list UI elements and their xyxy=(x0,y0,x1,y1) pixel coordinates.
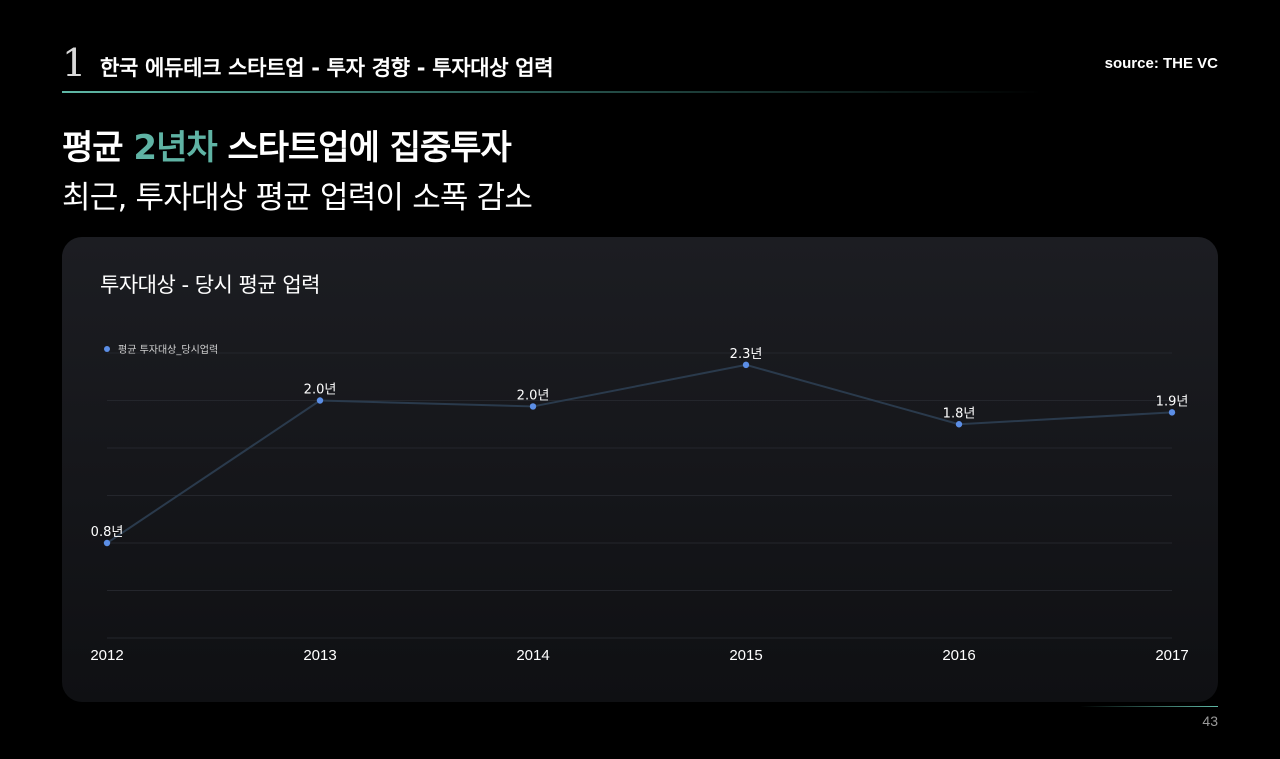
footer-divider xyxy=(1080,706,1218,707)
x-tick-label: 2014 xyxy=(516,647,549,664)
x-tick-label: 2012 xyxy=(90,647,123,664)
data-point xyxy=(955,421,963,428)
headline-suffix: 스타트업에 집중투자 xyxy=(216,128,511,168)
x-tick-label: 2013 xyxy=(303,647,336,664)
headline-accent: 2년차 xyxy=(133,128,217,168)
data-point xyxy=(103,539,111,547)
source-label: source: THE VC xyxy=(1104,55,1218,72)
x-tick-label: 2015 xyxy=(729,647,762,664)
data-point xyxy=(529,403,537,410)
chart-title: 투자대상 - 당시 평균 업력 xyxy=(100,273,320,297)
x-tick-label: 2016 xyxy=(942,647,975,664)
series-line xyxy=(106,363,1173,544)
data-label: 1.8년 xyxy=(943,406,976,421)
line-chart: 평균 투자대상_당시업력 0.8년 2.0년 2.0년 2.3년 1.8년 1.9년 2012… xyxy=(90,343,1189,664)
legend-marker xyxy=(104,346,110,352)
headline-prefix: 평균 xyxy=(62,128,134,168)
data-label: 2.3년 xyxy=(730,347,763,362)
chart-card: 투자대상 - 당시 평균 업력 평균 투자대상_당시업력 0.8년 2.0년 2.0년… xyxy=(62,237,1218,702)
data-label: 2.0년 xyxy=(517,388,550,403)
data-label: 2.0년 xyxy=(304,383,337,398)
section-number: 1 xyxy=(62,41,87,85)
page-number: 43 xyxy=(1202,713,1218,729)
data-label: 1.9년 xyxy=(1156,394,1189,409)
legend-label: 평균 투자대상_당시업력 xyxy=(118,343,218,356)
header-divider xyxy=(62,91,1042,93)
header-title: 한국 에듀테크 스타트업 - 투자 경향 - 투자대상 업력 xyxy=(100,56,554,80)
data-point xyxy=(1168,409,1176,416)
x-tick-label: 2017 xyxy=(1155,647,1188,664)
headline: 평균 2년차 스타트업에 집중투자 xyxy=(62,120,512,169)
subheadline: 최근, 투자대상 평균 업력이 소폭 감소 xyxy=(62,180,533,216)
data-label: 0.8년 xyxy=(91,525,124,540)
data-point xyxy=(742,361,750,369)
data-point xyxy=(316,397,324,404)
